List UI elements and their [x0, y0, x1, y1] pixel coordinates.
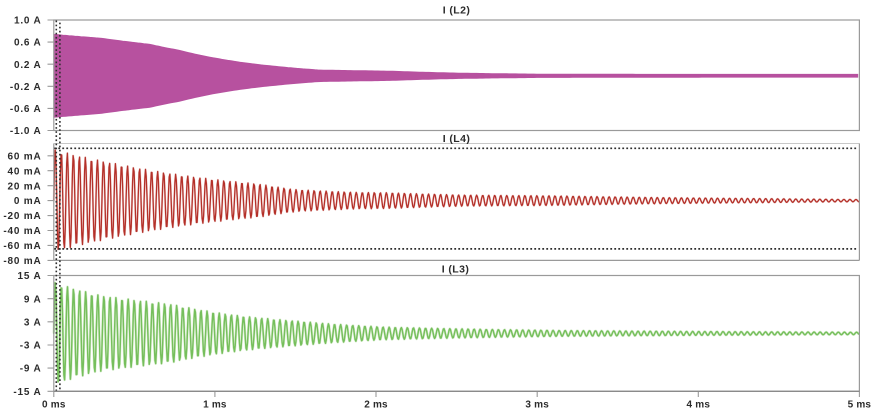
svg-text:2 ms: 2 ms: [364, 400, 388, 411]
svg-text:0 ms: 0 ms: [42, 400, 66, 411]
svg-text:3 A: 3 A: [24, 317, 42, 328]
svg-text:-1.0 A: -1.0 A: [10, 126, 42, 137]
svg-text:I (L4): I (L4): [443, 133, 470, 145]
svg-text:-0.6 A: -0.6 A: [10, 104, 42, 115]
svg-text:-40 mA: -40 mA: [3, 226, 41, 237]
svg-text:-20 mA: -20 mA: [3, 211, 41, 222]
svg-text:-9 A: -9 A: [20, 364, 42, 375]
svg-text:3 ms: 3 ms: [525, 400, 549, 411]
svg-text:15 A: 15 A: [18, 271, 42, 282]
svg-text:1 ms: 1 ms: [203, 400, 227, 411]
svg-text:60 mA: 60 mA: [7, 151, 41, 162]
svg-text:-15 A: -15 A: [13, 387, 41, 398]
svg-text:0 mA: 0 mA: [14, 196, 42, 207]
svg-text:5 ms: 5 ms: [848, 400, 872, 411]
svg-text:-80 mA: -80 mA: [3, 256, 41, 267]
svg-text:-3 A: -3 A: [20, 341, 42, 352]
svg-text:4 ms: 4 ms: [687, 400, 711, 411]
svg-text:0.6 A: 0.6 A: [14, 38, 42, 49]
svg-text:40 mA: 40 mA: [7, 166, 41, 177]
svg-text:-0.2 A: -0.2 A: [10, 82, 42, 93]
svg-text:-60 mA: -60 mA: [3, 241, 41, 252]
svg-text:1.0 A: 1.0 A: [14, 16, 42, 27]
svg-text:0.2 A: 0.2 A: [14, 60, 42, 71]
svg-text:I (L3): I (L3): [442, 264, 469, 276]
svg-text:I (L2): I (L2): [443, 4, 470, 16]
svg-text:20 mA: 20 mA: [7, 181, 41, 192]
svg-text:9 A: 9 A: [24, 294, 42, 305]
